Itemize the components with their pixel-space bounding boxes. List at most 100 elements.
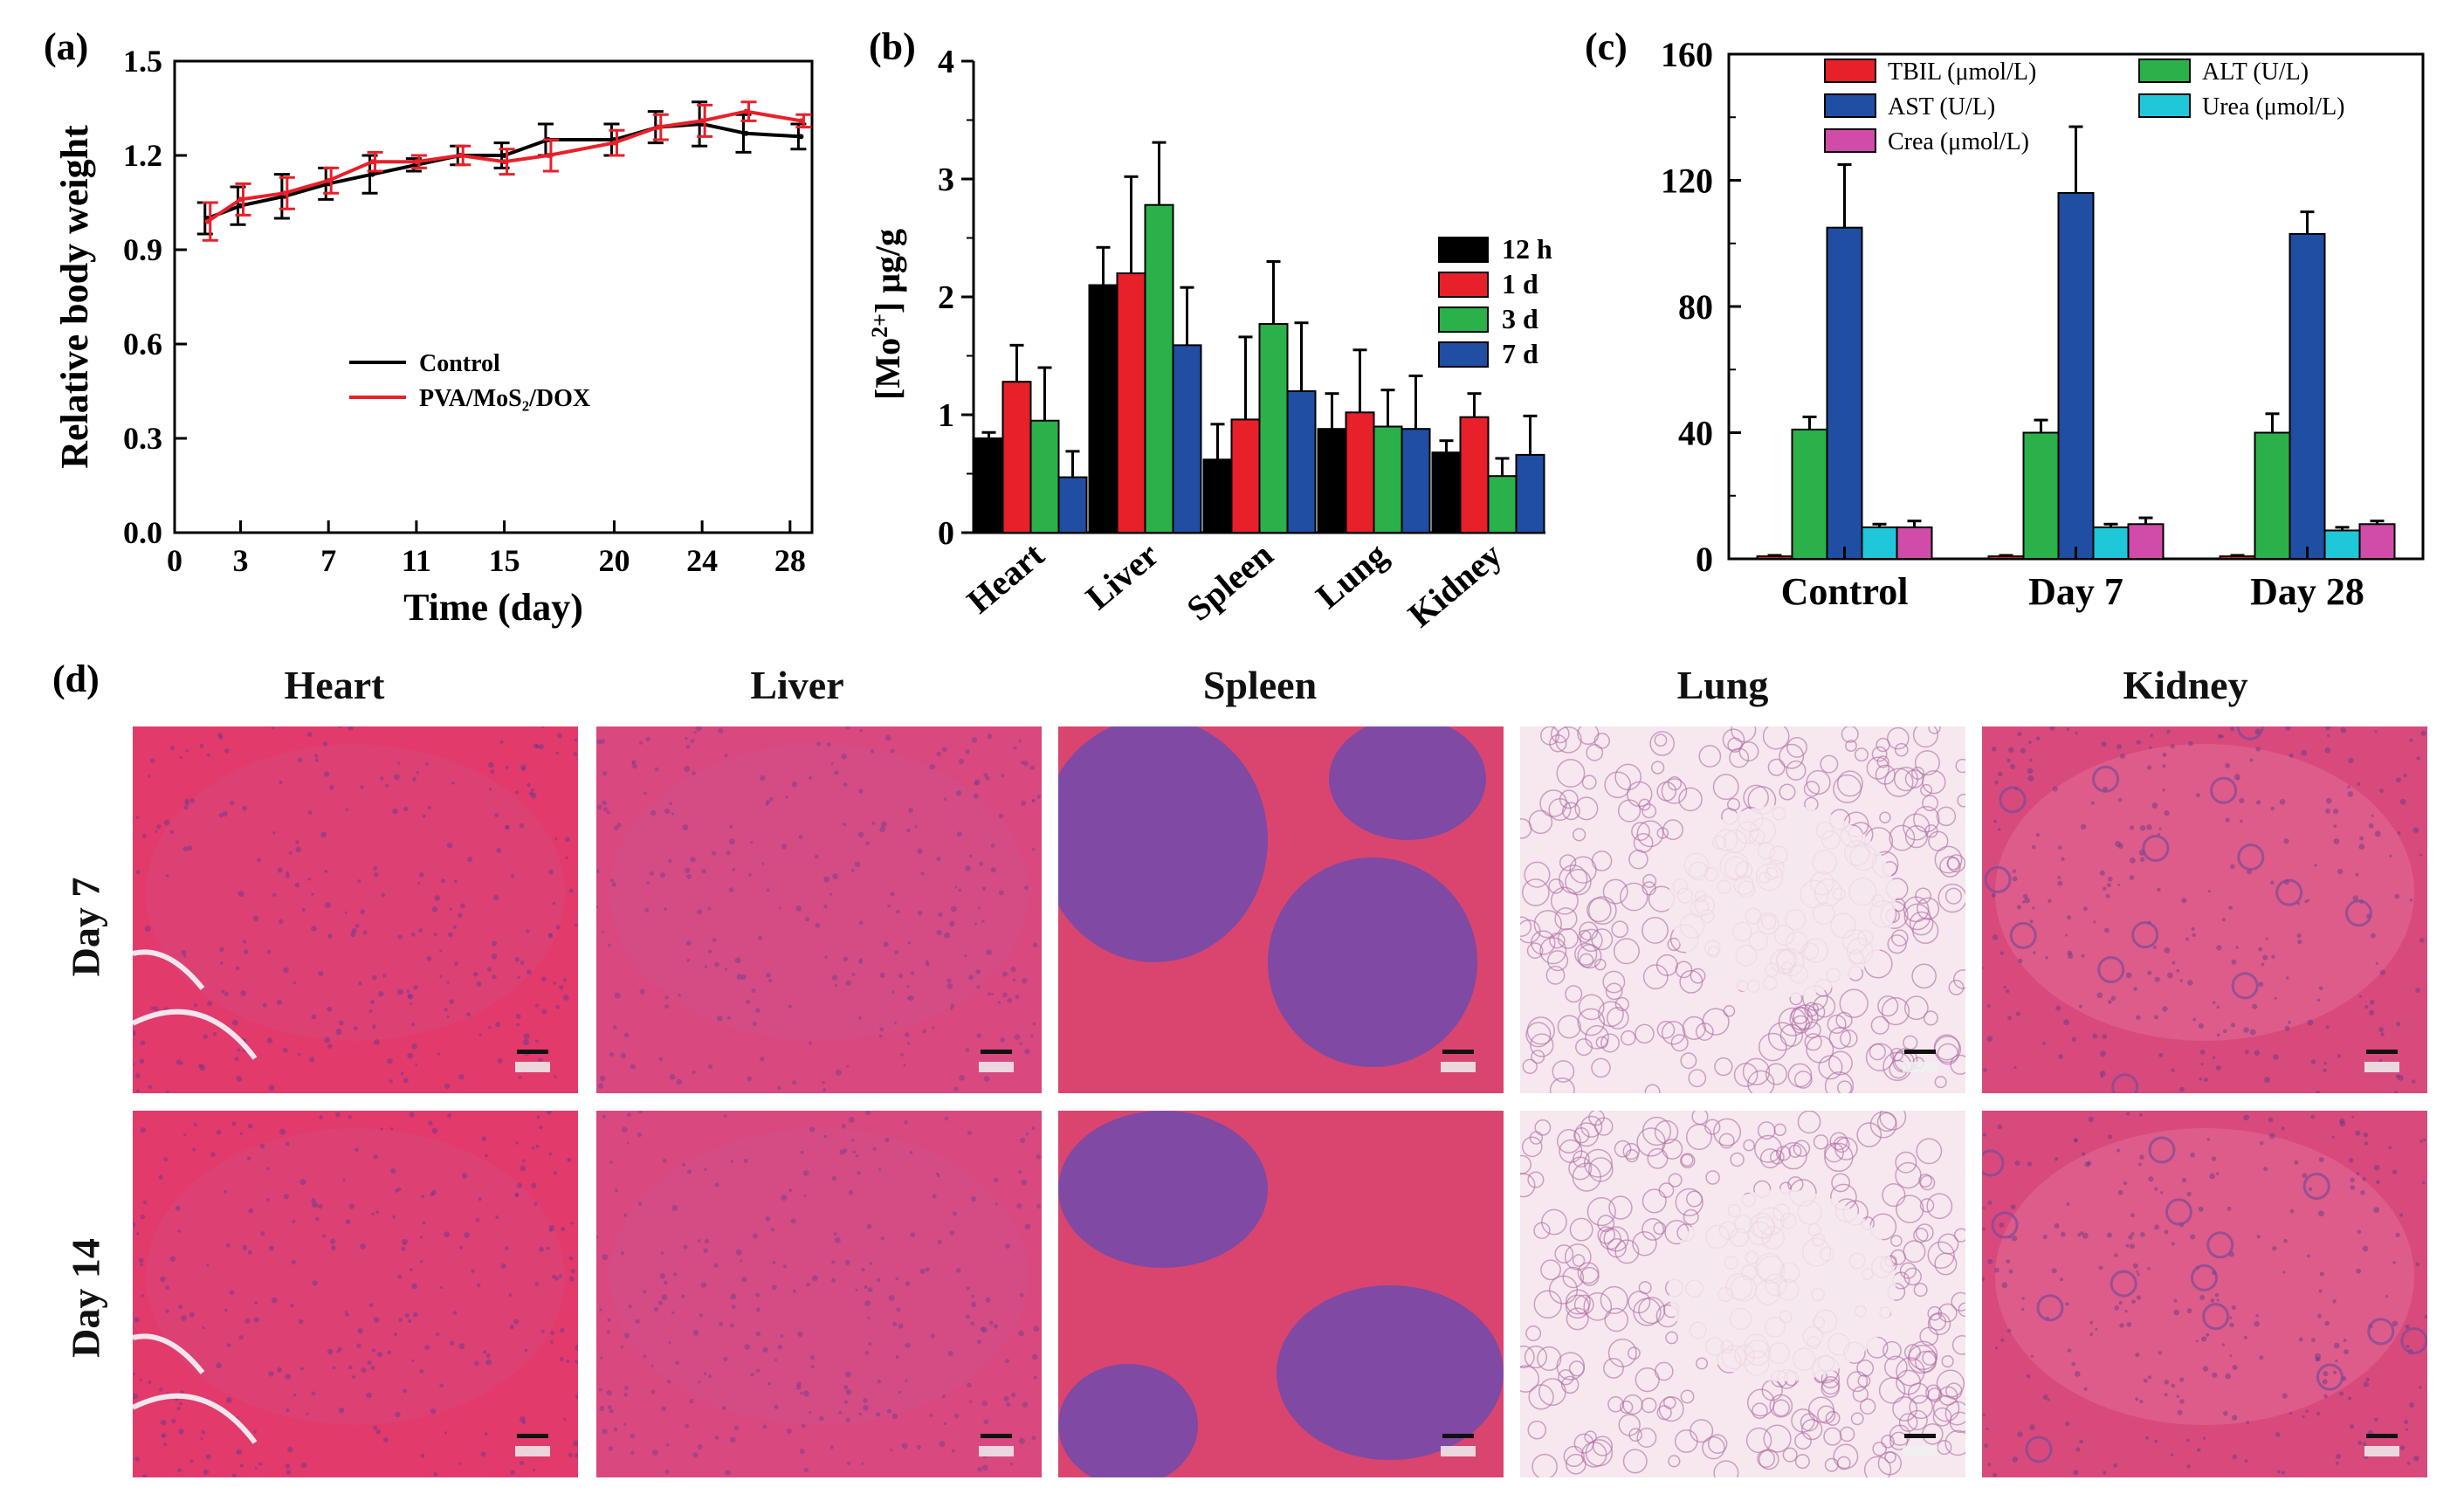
scale-bar <box>1442 1434 1474 1438</box>
histology-nucleus <box>2357 781 2361 787</box>
histology-nucleus <box>2015 1011 2020 1016</box>
histology-nucleus <box>878 1168 882 1172</box>
histology-nucleus <box>761 862 765 865</box>
histology-nucleus <box>553 1171 558 1175</box>
scale-bar <box>2366 1434 2398 1438</box>
histology-nucleus <box>452 925 457 929</box>
histology-nucleus <box>2392 1169 2398 1175</box>
chart-c-legend-swatch <box>1824 59 1876 83</box>
histology-nucleus <box>381 892 386 898</box>
histology-nucleus <box>601 930 604 933</box>
histology-nucleus <box>722 1406 726 1410</box>
histology-nucleus <box>1982 1206 1986 1209</box>
histology-nucleus <box>266 949 272 954</box>
histology-nucleus <box>555 1004 561 1009</box>
histology-nucleus <box>863 1398 868 1403</box>
chart-a-xtick-label: 0 <box>167 543 182 578</box>
histology-alveolus <box>1763 1424 1792 1453</box>
scale-bar <box>1904 1434 1936 1438</box>
histology-nucleus <box>863 1404 869 1411</box>
histology-nucleus <box>225 1396 232 1403</box>
histology-nucleus <box>788 1188 793 1193</box>
histology-nucleus <box>374 872 379 878</box>
histology-nucleus <box>857 831 864 838</box>
histology-nucleus <box>520 1460 525 1466</box>
histology-nucleus <box>898 1390 901 1394</box>
histology-nucleus <box>510 1470 515 1475</box>
histology-nucleus <box>880 821 887 828</box>
histology-nucleus <box>2123 1181 2128 1186</box>
histology-alveolus <box>1859 1398 1876 1415</box>
histology-nucleus <box>687 1169 692 1174</box>
histology-nucleus <box>2385 1295 2389 1298</box>
histology-nucleus <box>2319 1271 2324 1277</box>
histology-nucleus <box>244 1318 251 1324</box>
histology-nucleus <box>602 1114 607 1119</box>
histology-alveolus <box>1791 1408 1815 1433</box>
histology-nucleus <box>716 1015 723 1022</box>
histology-alveolus <box>1658 1396 1684 1422</box>
chart-c-legend-label: AST (U/L) <box>1888 93 1995 120</box>
scale-bar <box>2366 1050 2398 1054</box>
histology-nucleus <box>397 1274 403 1279</box>
histology-alveolus <box>1752 1402 1768 1420</box>
histology-nucleus <box>2388 1146 2392 1150</box>
histology-nucleus <box>2078 1004 2083 1009</box>
histology-nucleus <box>1019 1292 1024 1298</box>
histology-glomerulus <box>2036 1294 2064 1322</box>
histology-nucleus <box>908 995 914 1002</box>
histology-nucleus <box>411 1043 417 1050</box>
histology-nucleus <box>2162 752 2167 757</box>
histology-nucleus <box>1030 1034 1034 1038</box>
histology-alveolus <box>1828 1027 1852 1050</box>
histology-nucleus <box>971 1294 974 1298</box>
histology-nucleus <box>623 1385 629 1390</box>
histology-nucleus <box>2349 1424 2355 1429</box>
histology-nucleus <box>2164 947 2171 954</box>
histology-nucleus <box>766 888 770 892</box>
histology-alveolus <box>1887 934 1907 954</box>
histology-nucleus <box>568 888 574 893</box>
histology-nucleus <box>922 1029 927 1034</box>
histology-nucleus <box>2137 1162 2142 1167</box>
histology-nucleus <box>986 949 992 955</box>
histology-nucleus <box>965 865 971 871</box>
histology-nucleus <box>959 1075 965 1081</box>
histology-alveolus <box>1754 1134 1783 1163</box>
histology-nucleus <box>2199 1050 2206 1055</box>
histology-nucleus <box>803 1194 807 1197</box>
histology-nucleus <box>645 736 650 742</box>
histology-nucleus <box>2058 1054 2064 1059</box>
histology-nucleus <box>780 1334 784 1338</box>
histology-alveolus <box>1903 1240 1926 1263</box>
histology-nucleus <box>596 1236 599 1239</box>
histology-nucleus <box>2235 946 2239 949</box>
histology-nucleus <box>2162 788 2165 792</box>
histology-nucleus <box>936 751 941 757</box>
histology-alveolus <box>1569 856 1597 884</box>
histology-nucleus <box>643 1290 647 1294</box>
histology-nucleus <box>458 912 463 918</box>
histology-nucleus <box>906 985 910 988</box>
histology-alveolus <box>1608 1195 1633 1220</box>
histology-alveolus <box>1836 770 1863 797</box>
histology-nucleus <box>701 869 706 874</box>
histology-nucleus <box>2369 1009 2375 1016</box>
histology-alveolus <box>1712 774 1739 801</box>
histology-nucleus <box>606 1330 610 1334</box>
histology-nucleus <box>1987 1258 1993 1264</box>
histology-nucleus <box>976 1033 982 1038</box>
chart-b-bar <box>1088 284 1118 534</box>
histology-nucleus <box>554 1276 560 1281</box>
histology-nucleus <box>520 961 525 965</box>
histology-nucleus <box>324 1036 331 1043</box>
histology-alveolus <box>1662 819 1683 841</box>
histology-nucleus <box>458 1343 465 1350</box>
histology-nucleus <box>567 1157 572 1162</box>
histology-nucleus <box>823 876 830 883</box>
histology-nucleus <box>884 734 891 741</box>
histology-alveolus <box>1632 1231 1657 1257</box>
histology-nucleus <box>850 869 855 872</box>
histology-nucleus <box>867 1287 873 1292</box>
histology-nucleus <box>452 1311 458 1315</box>
